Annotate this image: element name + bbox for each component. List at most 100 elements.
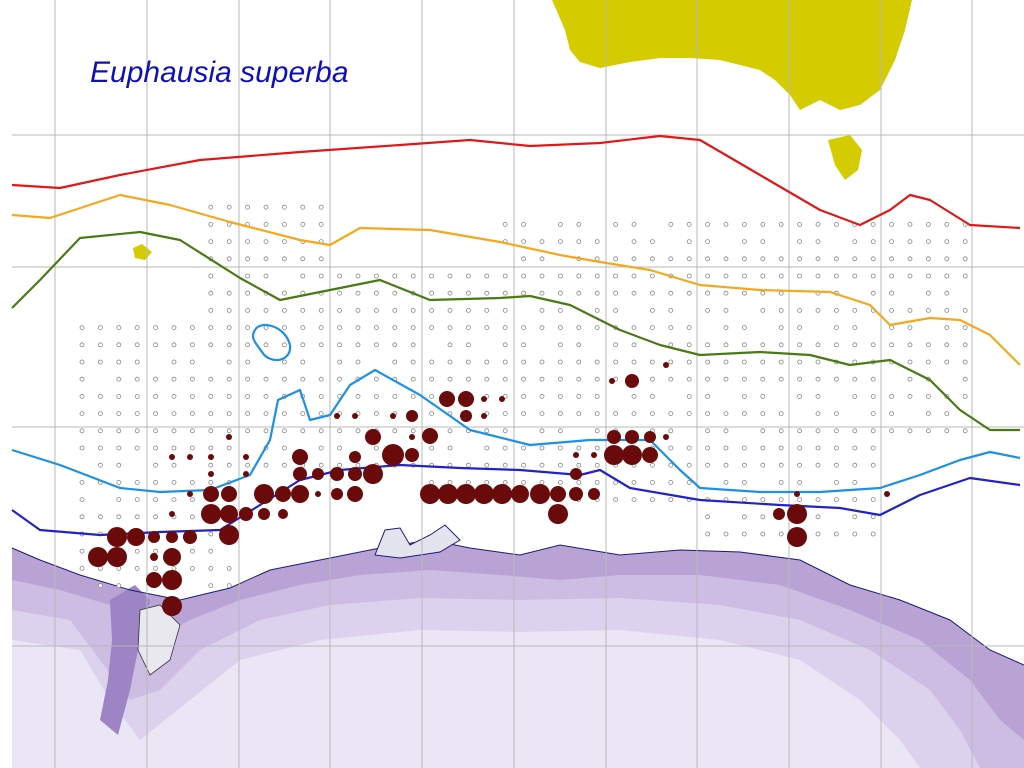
catch bbox=[243, 471, 249, 477]
station bbox=[778, 462, 784, 468]
station bbox=[962, 256, 968, 262]
station bbox=[98, 342, 103, 348]
station bbox=[300, 325, 306, 331]
station bbox=[263, 204, 269, 210]
station bbox=[153, 376, 159, 382]
station bbox=[465, 462, 471, 468]
station bbox=[668, 256, 674, 262]
station bbox=[226, 583, 232, 588]
station bbox=[153, 342, 159, 348]
station bbox=[944, 239, 950, 245]
station bbox=[870, 393, 876, 399]
station bbox=[134, 445, 140, 451]
catch bbox=[382, 444, 404, 466]
station bbox=[79, 393, 85, 399]
front-loop bbox=[251, 323, 292, 362]
catch bbox=[243, 454, 249, 460]
station bbox=[907, 393, 913, 399]
station bbox=[558, 411, 563, 417]
station bbox=[245, 342, 251, 348]
station bbox=[650, 411, 655, 417]
station bbox=[944, 325, 950, 331]
station bbox=[723, 462, 729, 468]
station bbox=[852, 462, 858, 468]
station bbox=[594, 462, 600, 468]
station bbox=[134, 566, 140, 571]
catch bbox=[570, 468, 582, 480]
station bbox=[558, 325, 563, 331]
station bbox=[208, 583, 214, 588]
station bbox=[760, 531, 766, 537]
station bbox=[263, 428, 269, 434]
station bbox=[410, 307, 416, 313]
station bbox=[668, 342, 674, 348]
catch bbox=[365, 429, 381, 445]
station bbox=[79, 359, 85, 365]
station bbox=[300, 342, 306, 348]
station bbox=[521, 462, 526, 468]
catch bbox=[591, 452, 597, 458]
catch bbox=[201, 504, 221, 524]
station bbox=[778, 411, 784, 417]
station bbox=[318, 221, 324, 227]
station bbox=[962, 239, 968, 245]
station bbox=[926, 273, 931, 279]
station bbox=[263, 462, 269, 468]
station bbox=[539, 256, 545, 262]
station bbox=[171, 411, 177, 417]
catch bbox=[349, 451, 361, 463]
station bbox=[226, 359, 232, 365]
station bbox=[208, 221, 214, 227]
station bbox=[189, 514, 195, 520]
station bbox=[373, 290, 379, 296]
station bbox=[705, 307, 710, 313]
station bbox=[318, 462, 324, 468]
station bbox=[760, 445, 766, 451]
station bbox=[226, 411, 232, 417]
station bbox=[889, 342, 894, 348]
station bbox=[208, 393, 214, 399]
station bbox=[760, 514, 766, 520]
catch bbox=[622, 445, 642, 465]
station bbox=[134, 359, 140, 365]
station bbox=[705, 411, 710, 417]
station bbox=[98, 325, 103, 331]
station bbox=[613, 273, 618, 279]
station bbox=[852, 428, 858, 434]
station bbox=[723, 359, 729, 365]
station bbox=[337, 359, 343, 365]
station bbox=[613, 221, 618, 227]
station bbox=[281, 342, 287, 348]
station bbox=[686, 411, 692, 417]
station bbox=[686, 462, 692, 468]
station bbox=[502, 221, 508, 227]
station bbox=[576, 221, 582, 227]
catch bbox=[609, 378, 615, 384]
station bbox=[870, 273, 876, 279]
catch bbox=[275, 486, 291, 502]
station bbox=[668, 376, 674, 382]
station bbox=[778, 359, 784, 365]
station bbox=[686, 376, 692, 382]
station bbox=[870, 445, 876, 451]
station bbox=[650, 325, 655, 331]
station bbox=[594, 239, 600, 245]
station bbox=[153, 411, 159, 417]
station bbox=[208, 307, 214, 313]
station bbox=[263, 342, 269, 348]
station bbox=[208, 342, 214, 348]
station bbox=[797, 445, 802, 451]
station bbox=[705, 376, 710, 382]
station bbox=[281, 307, 287, 313]
station bbox=[153, 445, 159, 451]
station bbox=[723, 342, 729, 348]
station bbox=[208, 376, 214, 382]
station bbox=[208, 325, 214, 331]
station bbox=[79, 342, 85, 348]
station bbox=[834, 445, 839, 451]
station bbox=[870, 514, 876, 520]
station bbox=[539, 273, 545, 279]
station bbox=[815, 342, 821, 348]
station bbox=[797, 342, 802, 348]
station bbox=[668, 497, 674, 503]
